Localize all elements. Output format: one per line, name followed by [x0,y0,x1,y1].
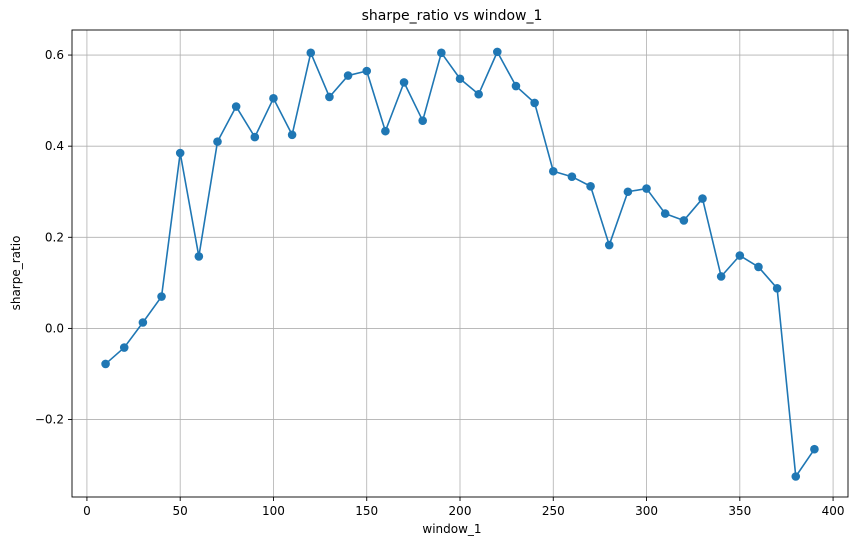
x-tick-label: 50 [173,504,188,518]
data-point [437,48,446,58]
data-point [250,132,260,142]
data-point [698,194,707,203]
data-point [138,318,148,327]
data-point [287,130,297,140]
data-point [381,126,390,136]
data-point [548,166,558,176]
data-point [586,181,595,191]
y-tick-label: 0.2 [45,230,64,244]
data-point [418,116,427,125]
x-tick-label: 400 [822,504,845,518]
data-point [604,240,614,250]
data-point [343,71,353,80]
y-tick-label: 0.6 [45,48,64,62]
data-point [306,48,316,58]
data-point [623,187,633,197]
data-point [679,216,689,225]
data-point [455,74,465,84]
axes [68,29,849,501]
data-point [772,284,782,293]
y-axis-label: sharpe_ratio [9,236,23,311]
data-point [716,272,726,281]
chart-title: sharpe_ratio vs window_1 [362,8,543,24]
data-point [493,47,502,57]
y-tick-label: 0.4 [45,139,64,153]
data-point [791,472,801,481]
y-tick-label: −0.2 [35,413,64,427]
x-tick-label: 150 [355,504,378,518]
data-point [530,98,539,108]
tick-labels: 0 50 100 150 200 250 300 350 400 −0.2 0.0 0.2 0.4 0.6 [35,48,845,518]
data-point [754,262,763,272]
x-tick-label: 100 [262,504,285,518]
data-point [119,343,129,352]
data-point [269,94,278,103]
data-point [660,209,670,218]
data-point [567,172,577,182]
y-tick-label: 0.0 [45,321,64,335]
data-point [474,89,483,99]
x-tick-label: 350 [728,504,751,518]
data-point [325,92,334,102]
x-tick-label: 200 [449,504,472,518]
data-point [399,78,409,87]
data-point [213,137,222,146]
data-point [810,444,819,454]
data-point [642,184,651,193]
data-series [101,47,819,481]
data-point [157,292,166,301]
data-point [511,81,521,91]
x-tick-label: 300 [635,504,658,518]
x-tick-label: 0 [83,504,91,518]
x-tick-label: 250 [542,504,565,518]
data-point [231,102,241,111]
data-point [101,359,110,369]
data-point [362,66,372,76]
data-point [194,252,204,261]
x-axis-label: window_1 [422,522,481,536]
data-point [175,148,185,158]
data-point [735,251,745,260]
